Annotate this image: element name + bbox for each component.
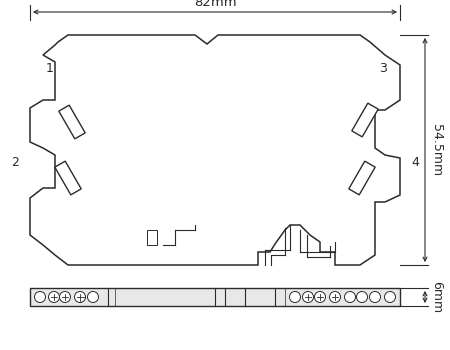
Circle shape	[59, 292, 71, 302]
Circle shape	[49, 292, 59, 302]
Circle shape	[329, 292, 341, 302]
Text: 4: 4	[411, 155, 419, 168]
Circle shape	[345, 292, 356, 302]
Circle shape	[87, 292, 99, 302]
Polygon shape	[349, 161, 375, 195]
Circle shape	[369, 292, 381, 302]
Text: 82mm: 82mm	[194, 0, 236, 9]
Circle shape	[35, 292, 45, 302]
Circle shape	[302, 292, 314, 302]
Text: 6mm: 6mm	[430, 281, 443, 313]
Polygon shape	[147, 230, 157, 245]
Text: 3: 3	[379, 62, 387, 75]
Polygon shape	[55, 161, 81, 195]
Text: 2: 2	[11, 155, 19, 168]
Polygon shape	[352, 103, 378, 137]
Circle shape	[289, 292, 301, 302]
Circle shape	[75, 292, 86, 302]
Text: 1: 1	[46, 62, 54, 75]
Bar	[30, 288, 400, 306]
Circle shape	[384, 292, 396, 302]
Circle shape	[315, 292, 325, 302]
Text: 54.5mm: 54.5mm	[430, 124, 443, 176]
Circle shape	[356, 292, 368, 302]
Polygon shape	[59, 105, 85, 139]
